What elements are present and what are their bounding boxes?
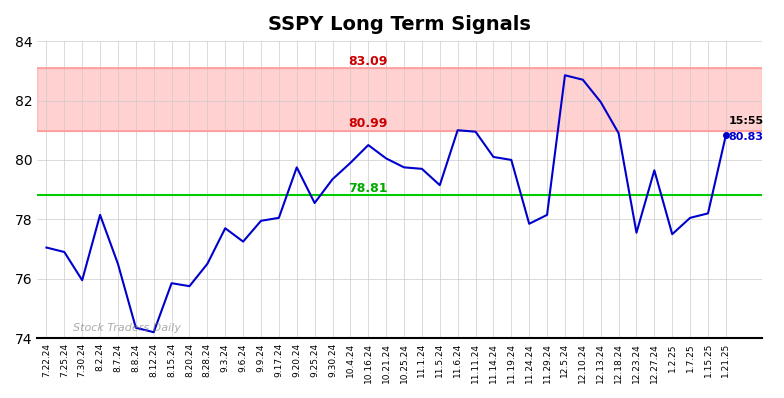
Text: 80.99: 80.99 (349, 117, 388, 130)
Text: Stock Traders Daily: Stock Traders Daily (73, 323, 181, 333)
Title: SSPY Long Term Signals: SSPY Long Term Signals (268, 15, 531, 34)
Bar (38, 68, 761, 131)
Text: 80.83: 80.83 (728, 132, 764, 142)
Text: 83.09: 83.09 (349, 55, 388, 68)
Text: 15:55: 15:55 (728, 116, 764, 126)
Text: 78.81: 78.81 (349, 182, 388, 195)
